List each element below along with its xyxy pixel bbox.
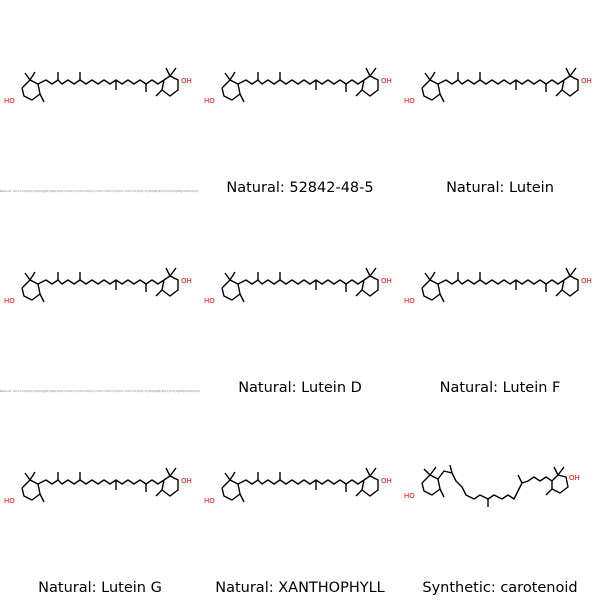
hydroxyl-label-left: HO [204,497,215,505]
molecule-structure-1: HO OH [4,67,192,105]
hydroxyl-label-right: OH [181,277,192,285]
molecule-caption-6: Natural: Lutein F [439,380,561,396]
molecule-cell-6: HO OH Natural: Lutein F [400,200,600,400]
hydroxyl-label-right: OH [381,77,392,85]
molecule-caption-4: Natural: CC1=C(C(C)(C)C[C@@H](O)C1)/C=C/… [0,389,200,393]
hydroxyl-label-right: OH [181,77,192,85]
molecule-cell-1: HO OH Natural: CC1=C(C(C)(C)C[C@@H](O)C1… [0,0,200,200]
molecule-structure-2: HO OH [204,67,392,105]
molecule-cell-9: HO OH Synthetic: carotenoid [400,400,600,600]
molecule-caption-2: Natural: 52842-48-5 [226,180,374,196]
hydroxyl-label-left: HO [4,497,15,505]
molecule-caption-8: Natural: XANTHOPHYLL [215,580,385,596]
molecule-structure-9: HO OH [404,464,580,507]
hydroxyl-label-left: HO [404,297,415,305]
molecule-caption-3: Natural: Lutein [446,180,554,196]
hydroxyl-label-left: HO [404,97,415,105]
hydroxyl-label-left: HO [204,97,215,105]
molecule-structure-7: HO OH [4,467,192,505]
molecule-caption-1: Natural: CC1=C(C(C)(C)C[C@@H](O)C1)/C=C/… [0,189,199,193]
molecule-structure-3: HO OH [404,67,592,105]
molecule-structure-8: HO OH [204,467,392,505]
molecule-caption-9: Synthetic: carotenoid [422,580,578,596]
hydroxyl-label-right: OH [381,277,392,285]
molecule-cell-2: HO OH Natural: 52842-48-5 [200,0,400,200]
hydroxyl-label-right: OH [181,477,192,485]
hydroxyl-label-right: OH [581,277,592,285]
hydroxyl-label-left: HO [204,297,215,305]
molecule-cell-5: HO OH Natural: Lutein D [200,200,400,400]
molecule-structure-6: HO OH [404,267,592,305]
hydroxyl-label-right: OH [581,77,592,85]
hydroxyl-label-left: HO [4,297,15,305]
molecule-structure-5: HO OH [204,267,392,305]
molecule-cell-4: HO OH Natural: CC1=C(C(C)(C)C[C@@H](O)C1… [0,200,200,400]
molecule-cell-8: HO OH Natural: XANTHOPHYLL [200,400,400,600]
molecule-caption-5: Natural: Lutein D [238,380,362,396]
molecule-caption-7: Natural: Lutein G [38,580,162,596]
molecule-cell-3: HO OH Natural: Lutein [400,0,600,200]
hydroxyl-label-right: OH [569,474,580,482]
hydroxyl-label-left: HO [404,492,415,500]
molecule-cell-7: HO OH Natural: Lutein G [0,400,200,600]
molecule-structure-4: HO OH [4,267,192,305]
hydroxyl-label-left: HO [4,97,15,105]
hydroxyl-label-right: OH [381,477,392,485]
